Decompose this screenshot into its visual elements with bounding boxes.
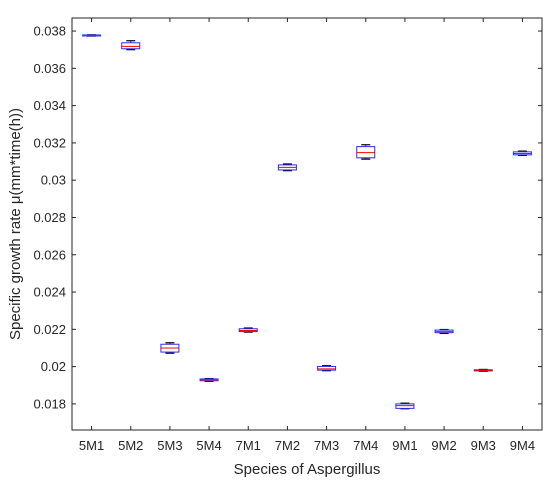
y-axis: 0.018 0.02 0.022 0.024 0.026 0.028 0.03 0.032 0.…: [33, 24, 542, 411]
x-tick-label: 5M1: [79, 438, 104, 453]
plot-background: [72, 18, 542, 430]
x-tick-label: 9M4: [510, 438, 535, 453]
plot-frame: [71, 17, 543, 431]
x-tick-label: 7M3: [314, 438, 339, 453]
box-7M3: [317, 365, 337, 372]
x-tick-label: 5M3: [157, 438, 182, 453]
box-9M3: [473, 368, 493, 372]
x-tick-label: 5M4: [196, 438, 221, 453]
y-tick-label: 0.034: [33, 98, 66, 113]
x-tick-label: 5M2: [118, 438, 143, 453]
x-tick-label: 9M3: [471, 438, 496, 453]
box-5M1: [82, 34, 102, 37]
box-9M2: [434, 328, 454, 335]
y-tick-label: 0.02: [41, 359, 66, 374]
box-9M4: [512, 150, 532, 156]
y-tick-label: 0.03: [41, 173, 66, 188]
box-iqr: [395, 403, 415, 409]
box-5M2: [121, 40, 141, 51]
y-axis-title: Specific growth rate μ(mm*time(h)): [7, 108, 24, 340]
y-tick-label: 0.036: [33, 61, 66, 76]
box-7M4: [356, 144, 376, 160]
y-tick-label: 0.026: [33, 247, 66, 262]
x-tick-label: 9M1: [392, 438, 417, 453]
y-tick-label: 0.038: [33, 24, 66, 39]
x-tick-label: 9M2: [431, 438, 456, 453]
box-5M4: [199, 377, 219, 382]
box-7M1: [238, 327, 258, 333]
x-tick-label: 7M4: [353, 438, 378, 453]
y-tick-label: 0.028: [33, 210, 66, 225]
box-5M3: [160, 342, 180, 354]
x-tick-label: 7M2: [275, 438, 300, 453]
y-tick-label: 0.024: [33, 285, 66, 300]
box-7M2: [277, 163, 297, 172]
box-iqr: [121, 42, 141, 50]
y-tick-label: 0.032: [33, 135, 66, 150]
x-axis-title: Species of Aspergillus: [234, 461, 381, 478]
x-tick-label: 7M1: [236, 438, 261, 453]
y-tick-label: 0.022: [33, 322, 66, 337]
boxes-layer: [82, 34, 532, 410]
box-9M1: [395, 402, 415, 410]
x-axis: 5M1 5M2 5M3 5M4 7M1 7M2 7M3 7M4 9M1 9M2 9M3 9M4: [79, 18, 535, 453]
box-iqr: [317, 365, 337, 371]
y-tick-label: 0.018: [33, 396, 66, 411]
